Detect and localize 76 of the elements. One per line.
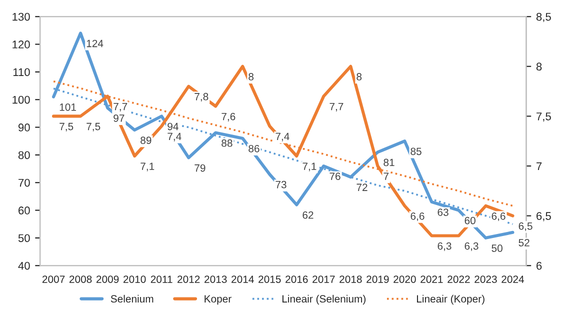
data-label: 73: [276, 180, 286, 188]
legend-label: Lineair (Koper): [417, 294, 484, 305]
x-tick-label: 2020: [394, 276, 416, 283]
line-series: [52, 64, 514, 238]
x-tick-label: 2015: [258, 276, 281, 283]
data-label: 86: [248, 144, 260, 152]
x-tick-label: 2008: [69, 276, 92, 283]
data-label: 52: [518, 239, 530, 246]
x-tick-label: 2016: [286, 276, 308, 283]
data-label: 63: [438, 208, 448, 216]
data-label: 8: [248, 73, 254, 80]
x-tick-label: 2007: [42, 276, 65, 283]
data-label: 60: [464, 216, 476, 224]
y-tick-label: 40: [18, 262, 30, 270]
x-tick-label: 2011: [150, 276, 172, 283]
data-label: 101: [60, 103, 76, 111]
x-tick-label: 2024: [502, 276, 524, 283]
x-tick-label: 2019: [366, 276, 389, 283]
data-label: 6,3: [438, 242, 452, 251]
data-label: 7,4: [276, 132, 290, 142]
data-label: 62: [302, 211, 314, 219]
x-tick-label: 2010: [124, 276, 146, 283]
y2-tick-label: 7,5: [536, 112, 551, 122]
y-tick-label: 130: [12, 12, 30, 21]
data-label: 85: [410, 148, 422, 156]
data-label: 97: [114, 114, 124, 122]
x-tick-label: 2012: [178, 276, 200, 283]
legend-label: Selenium: [110, 294, 154, 303]
data-label: 7,7: [330, 103, 344, 112]
y-tick-label: 50: [18, 234, 30, 242]
data-label: 7,5: [86, 122, 100, 132]
x-tick-label: 2013: [204, 276, 227, 283]
data-label: 79: [194, 164, 206, 172]
y-tick-label: 110: [13, 68, 30, 76]
y2-tick-label: 8,5: [536, 12, 551, 22]
data-label: 81: [384, 158, 394, 166]
x-tick-label: 2023: [474, 276, 497, 283]
data-label: 88: [222, 139, 232, 147]
x-tick-label: 2017: [312, 276, 335, 283]
data-label: 7,8: [194, 92, 208, 102]
x-tick-label: 2009: [96, 276, 119, 283]
data-label: 76: [330, 172, 340, 180]
data-label: 7,1: [140, 162, 154, 172]
data-label: 72: [356, 184, 368, 191]
x-tick-label: 2018: [340, 276, 362, 283]
x-tick-label: 2014: [232, 276, 254, 283]
data-label: 50: [492, 244, 502, 252]
data-label: 7,5: [60, 122, 74, 132]
data-label: 6,5: [518, 222, 532, 232]
y2-tick-label: 6: [536, 262, 542, 270]
data-label: 7,6: [222, 112, 236, 122]
y-tick-label: 60: [18, 206, 30, 214]
y2-tick-label: 8: [536, 62, 542, 71]
data-label: 6,6: [410, 212, 424, 222]
line-series: [52, 32, 514, 240]
y2-tick-label: 6,5: [536, 212, 551, 222]
y-tick-label: 70: [18, 178, 30, 187]
data-label: 94: [168, 122, 178, 130]
y-tick-label: 80: [18, 151, 30, 160]
data-label: 7,1: [302, 162, 316, 172]
x-tick-label: 2022: [448, 276, 470, 283]
x-tick-label: 2021: [420, 276, 443, 283]
y-tick-label: 120: [12, 40, 30, 48]
y-tick-label: 90: [18, 124, 30, 132]
data-label: 6,6: [492, 212, 506, 222]
data-label: 89: [140, 136, 152, 144]
legend-label: Koper: [204, 295, 232, 305]
data-label: 6,3: [464, 242, 478, 251]
y2-tick-label: 7: [536, 162, 542, 170]
data-label: 7: [384, 172, 389, 180]
y-tick-label: 100: [12, 96, 30, 104]
data-label: 124: [86, 40, 104, 48]
data-label: 8: [356, 73, 362, 80]
data-label: 7,4: [168, 132, 182, 142]
data-label: 7,7: [114, 103, 128, 112]
legend-label: Lineair (Selenium): [282, 294, 366, 305]
